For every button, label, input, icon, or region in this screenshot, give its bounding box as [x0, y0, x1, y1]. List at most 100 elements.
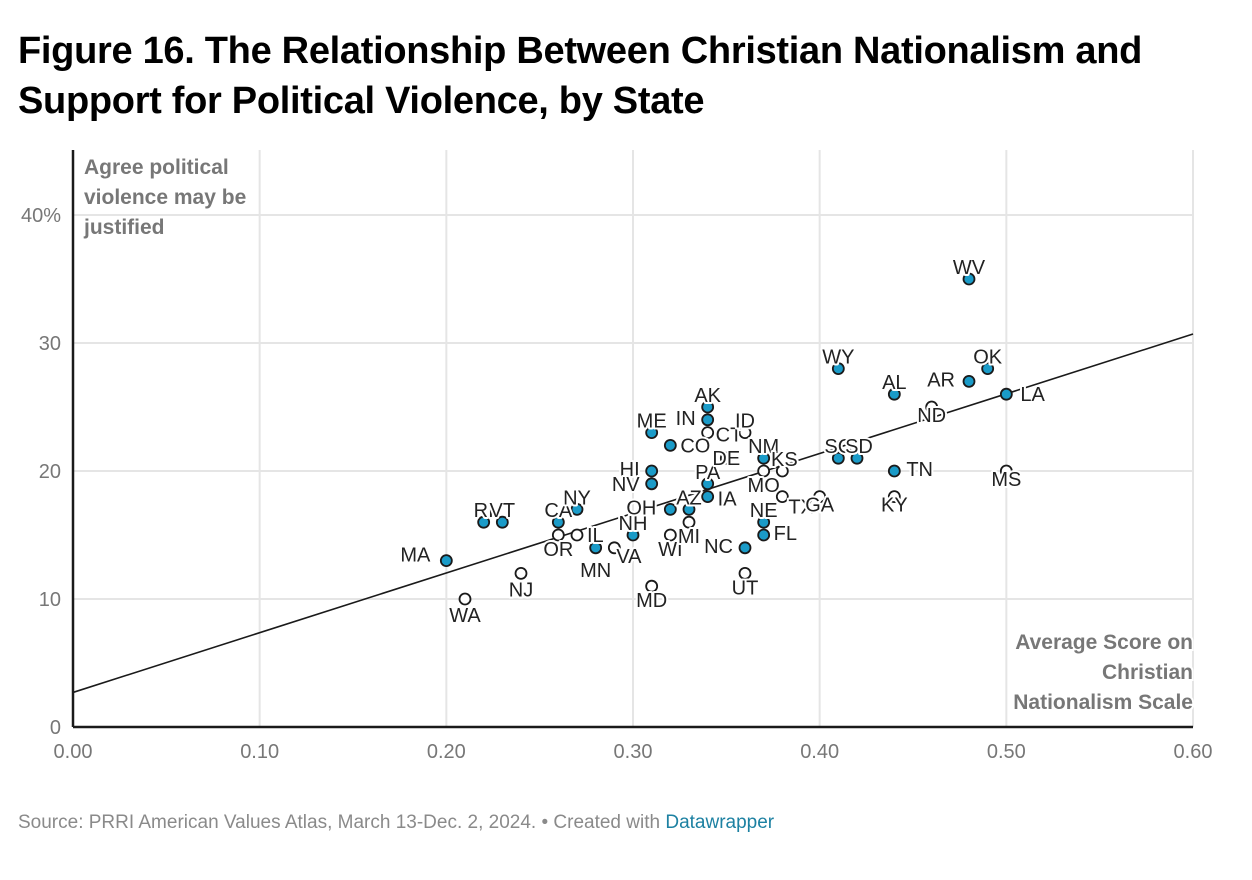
point-ak — [701, 400, 715, 414]
point-wy — [831, 362, 845, 376]
point-mi — [682, 515, 696, 529]
point-il — [570, 528, 584, 542]
x-axis-title-line: Christian — [1102, 661, 1193, 684]
point-az — [682, 502, 696, 516]
x-tick-label: 0.60 — [1174, 741, 1213, 763]
label-ks: KS — [771, 449, 798, 471]
point-nj — [514, 567, 528, 580]
point-ny — [570, 502, 584, 516]
point-ma — [439, 554, 453, 567]
label-nm: NM — [748, 436, 779, 458]
label-ga: GA — [805, 495, 835, 517]
y-axis-title-line: justified — [83, 216, 165, 239]
datawrapper-link[interactable]: Datawrapper — [665, 812, 775, 833]
x-tick-label: 0.30 — [614, 741, 653, 763]
point-de — [719, 451, 733, 465]
created-with-text: Created with — [553, 812, 666, 833]
label-wy: WY — [822, 347, 854, 369]
point-wv — [962, 272, 976, 286]
point-tn — [887, 464, 901, 478]
source-note: Source: PRRI American Values Atlas, Marc… — [18, 812, 537, 833]
footer: Source: PRRI American Values Atlas, Marc… — [18, 812, 774, 834]
label-tn: TN — [906, 459, 933, 481]
label-nj: NJ — [509, 579, 533, 601]
point-ri — [477, 515, 491, 529]
label-oh: OH — [626, 497, 656, 519]
point-wi — [663, 528, 677, 542]
label-nc: NC — [704, 536, 733, 558]
label-ak: AK — [694, 385, 721, 407]
label-ms: MS — [991, 469, 1021, 491]
label-co: CO — [680, 435, 710, 457]
label-wv: WV — [953, 257, 986, 279]
point-tx — [775, 490, 789, 504]
label-or: OR — [543, 539, 573, 561]
label-wa: WA — [449, 605, 481, 627]
y-axis-title-line: violence may be — [84, 186, 246, 209]
point-id — [738, 426, 752, 440]
point-ia — [701, 490, 715, 504]
label-ky: KY — [881, 495, 908, 517]
x-axis-title-line: Nationalism Scale — [1013, 691, 1193, 714]
label-nh: NH — [619, 513, 648, 535]
label-hi: HI — [620, 459, 640, 481]
point-ms — [999, 464, 1013, 478]
point-la — [999, 387, 1013, 401]
y-tick-label: 10 — [39, 589, 61, 611]
footer-separator: • — [536, 812, 554, 833]
label-al: AL — [882, 372, 906, 394]
point-co — [663, 438, 677, 452]
label-me: ME — [637, 411, 667, 433]
label-la: LA — [1020, 384, 1045, 406]
x-tick-label: 0.00 — [54, 741, 93, 763]
point-ne — [757, 515, 771, 529]
point-ct — [701, 426, 715, 440]
x-tick-label: 0.50 — [987, 741, 1026, 763]
point-mn — [589, 541, 603, 555]
label-in: IN — [676, 408, 696, 430]
label-sc: SC — [824, 436, 852, 458]
x-tick-label: 0.10 — [240, 741, 279, 763]
label-ar: AR — [927, 369, 955, 391]
point-ut — [738, 567, 752, 580]
tick-labels: 0.00 0.10 0.20 0.30 0.40 0.50 0.60 0 10 20 30 40% — [21, 205, 1213, 763]
y-axis-title-line: Agree political — [84, 156, 229, 179]
label-ok: OK — [973, 347, 1003, 369]
point-nv — [645, 477, 659, 491]
point-ar — [962, 374, 976, 388]
x-axis-title-line: Average Score on — [1015, 631, 1193, 654]
point-pa — [701, 477, 715, 491]
x-tick-label: 0.20 — [427, 741, 466, 763]
point-wa — [458, 592, 472, 606]
point-or — [551, 528, 565, 542]
label-il: IL — [587, 525, 604, 547]
point-ky — [887, 490, 901, 504]
label-ut: UT — [732, 577, 759, 599]
point-nh — [626, 528, 640, 542]
label-mn: MN — [580, 560, 611, 582]
label-ca: CA — [544, 500, 572, 522]
label-pa: PA — [695, 462, 721, 484]
point-mo — [757, 464, 771, 478]
axes — [71, 150, 1193, 729]
point-ok — [981, 362, 995, 376]
label-id: ID — [735, 411, 755, 433]
y-tick-label: 30 — [39, 333, 61, 355]
point-nc — [738, 541, 752, 555]
label-wi: WI — [658, 539, 682, 561]
point-sd — [850, 451, 864, 465]
y-tick-label: 0 — [50, 717, 61, 739]
point-oh — [663, 502, 677, 516]
label-mo: MO — [748, 475, 780, 497]
point-me — [645, 426, 659, 440]
label-nd: ND — [917, 405, 946, 427]
label-sd: SD — [845, 436, 873, 458]
label-fl: FL — [774, 523, 797, 545]
point-sc — [831, 451, 845, 465]
point-ga — [813, 490, 827, 504]
point-va — [607, 541, 621, 555]
label-ne: NE — [750, 500, 778, 522]
point-nm — [757, 451, 771, 465]
